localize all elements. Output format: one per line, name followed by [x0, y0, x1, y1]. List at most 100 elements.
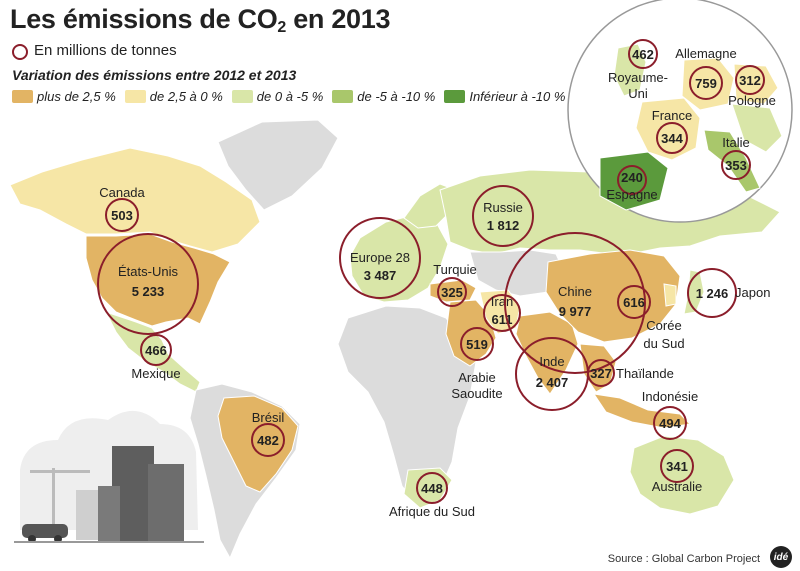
indonesia-shape — [592, 393, 692, 429]
circle-iran — [483, 294, 521, 332]
circle-coree-du-sud — [617, 285, 651, 319]
circle-italie — [721, 150, 751, 180]
legend-item: de 0 à -5 % — [231, 89, 323, 104]
value-europe-28: 3 487 — [364, 268, 397, 283]
value-espagne: 240 — [621, 170, 643, 185]
value-arabie-saoudite: 519 — [466, 337, 488, 352]
korea-shape — [663, 283, 677, 307]
circle-australie — [660, 449, 694, 483]
legend-swatch — [332, 90, 354, 103]
inset-italy-shape — [703, 129, 761, 193]
greenland-shape — [217, 119, 339, 211]
mexico-shape — [105, 311, 201, 393]
circle-mexique — [140, 334, 172, 366]
crane-mast — [52, 468, 55, 538]
value-chine: 9 977 — [559, 304, 592, 319]
legend-item: de 2,5 à 0 % — [124, 89, 223, 104]
value-pologne: 312 — [739, 73, 761, 88]
label-iran: Iran — [491, 294, 513, 309]
inset-east-shape — [731, 103, 783, 153]
page-title: Les émissions de CO2 en 2013 — [10, 4, 391, 36]
circle-indonesie — [653, 406, 687, 440]
value-inde: 2 407 — [536, 375, 569, 390]
iran-shape — [479, 289, 521, 335]
circle-royaume-uni — [628, 39, 658, 69]
india-shape — [515, 311, 579, 395]
label-australie: Australie — [652, 479, 703, 494]
legend-item: plus de 2,5 % — [12, 89, 116, 104]
label-indonesie: Indonésie — [642, 389, 698, 404]
value-thailande: 327 — [590, 366, 612, 381]
label-turquie: Turquie — [433, 262, 477, 277]
label-espagne: Espagne — [606, 187, 657, 202]
australia-shape — [629, 435, 735, 515]
value-france: 344 — [661, 131, 683, 146]
legend-circle-label: En millions de tonnes — [34, 42, 177, 59]
circle-thailande — [587, 359, 615, 387]
circle-bresil — [251, 423, 285, 457]
label-royaume-uni: Uni — [628, 86, 648, 101]
circle-france — [656, 122, 688, 154]
value-royaume-uni: 462 — [632, 47, 654, 62]
circle-canada — [105, 198, 139, 232]
legend-subtitle: Variation des émissions entre 2012 et 20… — [12, 67, 297, 83]
circle-europe-28 — [339, 217, 421, 299]
land-layer — [9, 119, 781, 560]
circle-chine — [504, 232, 646, 374]
value-mexique: 466 — [145, 343, 167, 358]
circle-etats-unis — [97, 233, 199, 335]
china-shape — [545, 249, 681, 343]
emission-markers: Canada 503 États-Unis 5 233 Mexique 466 Brésil… — [97, 39, 776, 519]
label-europe-28: Europe 28 — [350, 250, 410, 265]
label-royaume-uni: Royaume- — [608, 70, 668, 85]
label-allemagne: Allemagne — [675, 46, 736, 61]
legend-swatch — [124, 90, 146, 103]
legend-items: plus de 2,5 % de 2,5 à 0 % de 0 à -5 % d… — [12, 89, 574, 104]
legend-item: de -5 à -10 % — [332, 89, 435, 104]
circle-arabie-saoudite — [460, 327, 494, 361]
value-japon: 1 246 — [696, 286, 729, 301]
label-italie: Italie — [722, 135, 749, 150]
canada-shape — [9, 147, 261, 253]
circle-espagne — [617, 165, 647, 195]
car-body — [22, 524, 68, 538]
value-etats-unis: 5 233 — [132, 284, 165, 299]
label-coree-du-sud: Corée — [646, 318, 681, 333]
value-allemagne: 759 — [695, 76, 717, 91]
building-right — [148, 464, 184, 542]
legend-swatch — [12, 90, 33, 103]
publisher-logo: idé — [770, 546, 792, 568]
circle-japon — [687, 268, 737, 318]
circle-afrique-du-sud — [416, 472, 448, 504]
label-arabie-saoudite: Arabie — [458, 370, 496, 385]
label-etats-unis: États-Unis — [118, 264, 178, 279]
value-australie: 341 — [666, 459, 688, 474]
value-canada: 503 — [111, 208, 133, 223]
legend-circle-icon — [12, 44, 28, 60]
circle-turquie — [437, 277, 467, 307]
ground-line — [14, 541, 204, 543]
circle-pologne — [735, 65, 765, 95]
label-coree-du-sud: du Sud — [643, 336, 684, 351]
value-bresil: 482 — [257, 433, 279, 448]
legend-item: Inférieur à -10 % — [444, 89, 565, 104]
circle-allemagne — [689, 66, 723, 100]
value-italie: 353 — [725, 158, 747, 173]
label-japon: Japon — [735, 285, 770, 300]
label-russie: Russie — [483, 200, 523, 215]
legend-swatch — [444, 90, 466, 103]
value-coree-du-sud: 616 — [623, 295, 645, 310]
value-russie: 1 812 — [487, 218, 520, 233]
label-canada: Canada — [99, 185, 145, 200]
label-mexique: Mexique — [131, 366, 180, 381]
label-pologne: Pologne — [728, 93, 776, 108]
inset-spain-shape — [599, 151, 669, 211]
label-bresil: Brésil — [252, 410, 285, 425]
source-credit: Source : Global Carbon Project — [607, 553, 760, 565]
inset-uk-shape — [613, 43, 647, 97]
label-afrique-du-sud: Afrique du Sud — [389, 504, 475, 519]
value-indonesie: 494 — [659, 416, 681, 431]
crane-arm — [30, 470, 90, 473]
